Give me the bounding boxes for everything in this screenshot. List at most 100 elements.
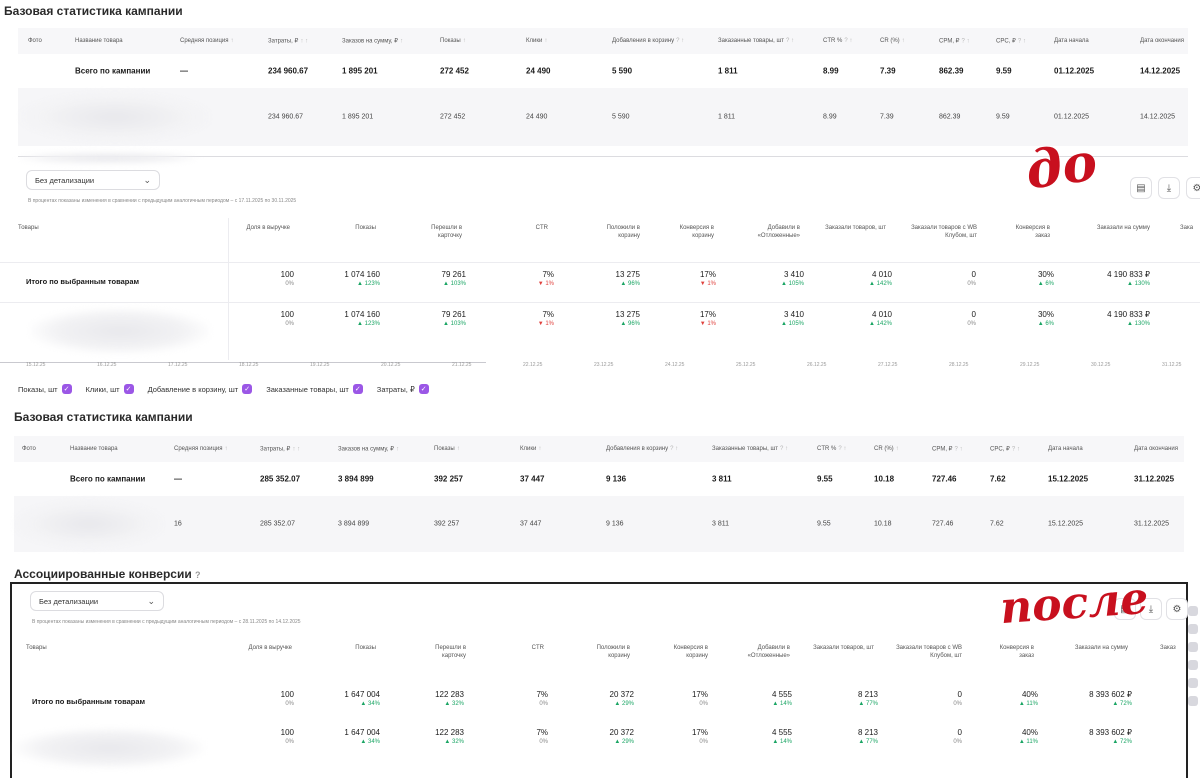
legend-spend[interactable]: Затраты, ₽ ✓ [377,384,429,394]
total-start-date: 01.12.2025 [1054,66,1095,76]
total-cpc: 9.59 [996,66,1012,76]
col-spend[interactable]: Затраты, ₽ ↑ ↑ [268,38,309,45]
col-impressions[interactable]: Показы [355,225,376,231]
col-ctr[interactable]: CTR [535,225,548,231]
legend-ordered-items[interactable]: Заказанные товары, шт ✓ [266,384,363,394]
col-impressions[interactable]: Показы [355,645,376,651]
document-icon: ▤ [1120,603,1130,615]
ordered-items: 4 010 ▲ 142% [869,310,892,327]
download-button[interactable]: ⤓ [1158,177,1180,199]
col-wb-club-orders[interactable]: Заказали товаров с WB Клубом, шт [911,225,977,239]
impressions: 1 647 004 ▲ 34% [344,690,380,707]
col-order-conversion[interactable]: Конверсия в заказ [999,645,1034,659]
col-start-date[interactable]: Дата начала [1054,38,1089,44]
col-wishlist[interactable]: Добавили в «Отложенные» [747,645,790,659]
col-ctr[interactable]: CTR [531,645,544,651]
col-orders-sum[interactable]: Заказали на сумму [1074,645,1128,651]
toolbar-icon[interactable] [1188,696,1198,706]
col-clicks[interactable]: Клики ↑ [520,446,542,452]
col-start-date[interactable]: Дата начала [1048,446,1083,452]
checkbox-checked-icon[interactable]: ✓ [352,384,363,394]
col-cart-conversion[interactable]: Конверсия в корзину [679,225,714,239]
col-order-conversion[interactable]: Конверсия в заказ [1015,225,1050,239]
col-orders-sum[interactable]: Заказов на сумму, ₽ ↑ [342,38,403,45]
col-wb-club-orders[interactable]: Заказали товаров с WB Клубом, шт [896,645,962,659]
col-wishlist[interactable]: Добавили в «Отложенные» [757,225,800,239]
col-orders-sum[interactable]: Заказов на сумму, ₽ ↑ [338,446,399,453]
detail-dropdown[interactable]: Без детализации ⌄ [30,591,164,611]
total-cr: 7.39 [880,66,896,76]
cart-conversion: 17% ▼ 1% [699,310,716,327]
col-end-date[interactable]: Дата окончания [1140,38,1185,44]
col-cart-conversion[interactable]: Конверсия в корзину [673,645,708,659]
col-cr[interactable]: CR (%) ↑ [880,38,905,44]
col-cpc[interactable]: CPC, ₽? ↑ [996,38,1026,45]
col-name[interactable]: Название товара [70,446,118,452]
wishlist: 4 555 ▲ 14% [771,728,792,745]
col-add-to-cart[interactable]: Добавления в корзину? ↑ [606,446,679,452]
col-card-visits[interactable]: Перешли в карточку [435,645,466,659]
col-revenue-share[interactable]: Доля в выручке [246,225,290,231]
col-products[interactable]: Товары [26,645,47,651]
settings-button[interactable]: ⚙ [1186,177,1200,199]
col-added-to-cart[interactable]: Положили в корзину [596,645,630,659]
checkbox-checked-icon[interactable]: ✓ [61,384,72,394]
col-added-to-cart[interactable]: Положили в корзину [606,225,640,239]
toolbar-icon[interactable] [1188,660,1198,670]
checkbox-checked-icon[interactable]: ✓ [242,384,253,394]
col-ctr[interactable]: CTR %? ↑ [823,38,853,44]
stats-item-row[interactable]: 16 285 352.07 3 894 899 392 257 37 447 9… [14,496,1184,552]
legend-clicks[interactable]: Клики, шт ✓ [86,384,134,394]
toolbar-icon[interactable] [1188,624,1198,634]
total-orders-sum: 1 895 201 [342,66,378,76]
col-impressions[interactable]: Показы ↑ [440,38,466,44]
export-file-button[interactable]: ▤ [1130,177,1152,199]
col-ordered-items[interactable]: Заказали товаров, шт [813,645,874,651]
col-ordered-items[interactable]: Заказанные товары, шт? ↑ [718,38,795,44]
col-end-date[interactable]: Дата окончания [1134,446,1179,452]
chart-legend: Показы, шт ✓ Клики, шт ✓ Добавление в корз… [18,384,429,394]
download-button[interactable]: ⤓ [1140,598,1162,620]
col-cpm[interactable]: CPM, ₽? ↑ [939,38,970,45]
col-avg-position[interactable]: Средняя позиция ↑ [174,446,228,452]
toolbar-icon[interactable] [1188,642,1198,652]
col-cr[interactable]: CR (%) ↑ [874,446,899,452]
toolbar-icon[interactable] [1188,678,1198,688]
col-cpc[interactable]: CPC, ₽? ↑ [990,446,1020,453]
col-name[interactable]: Название товара [75,38,123,44]
col-card-visits[interactable]: Перешли в карточку [431,225,462,239]
col-revenue-share[interactable]: Доля в выручке [248,645,292,651]
top-conv-item-row[interactable]: 100 0% 1 074 160 ▲ 123% 79 261 ▲ 103% 7% ▼ 1… [0,306,1200,354]
orders-sum: 8 393 602 ₽ ▲ 72% [1089,690,1132,707]
settings-button[interactable]: ⚙ [1166,598,1188,620]
col-orders-sum[interactable]: Заказали на сумму [1096,225,1150,231]
legend-add-to-cart[interactable]: Добавление в корзину, шт ✓ [148,384,253,394]
col-orders-cut[interactable]: Зака [1180,225,1194,231]
col-add-to-cart[interactable]: Добавления в корзину? ↑ [612,38,685,44]
gear-icon: ⚙ [1172,603,1182,615]
checkbox-checked-icon[interactable]: ✓ [418,384,429,394]
checkbox-checked-icon[interactable]: ✓ [123,384,134,394]
date-tick: 25.12.25 [736,362,756,368]
bottom-assoc-title: Ассоциированные конверсии ? [14,567,201,581]
col-orders-cut[interactable]: Заказ [1160,645,1176,651]
help-icon[interactable]: ? [195,570,201,580]
col-products[interactable]: Товары [18,225,39,231]
bottom-conv-item-row[interactable]: 100 0% 1 647 004 ▲ 34% 122 283 ▲ 32% 7% 0% 2… [0,726,1200,768]
col-impressions[interactable]: Показы ↑ [434,446,460,452]
detail-dropdown[interactable]: Без детализации ⌄ [26,170,160,190]
col-avg-position[interactable]: Средняя позиция ↑ [180,38,234,44]
toolbar-icon[interactable] [1188,606,1198,616]
blurred-product-photo [14,500,164,548]
export-file-button[interactable]: ▤ [1114,598,1136,620]
col-ordered-items[interactable]: Заказанные товары, шт? ↑ [712,446,789,452]
total-impressions: 272 452 [440,66,469,76]
col-ctr[interactable]: CTR %? ↑ [817,446,847,452]
impressions: 1 074 160 ▲ 123% [344,310,380,327]
col-ordered-items[interactable]: Заказали товаров, шт [825,225,886,231]
col-clicks[interactable]: Клики ↑ [526,38,548,44]
legend-impressions[interactable]: Показы, шт ✓ [18,384,72,394]
col-cpm[interactable]: CPM, ₽? ↑ [932,446,963,453]
col-spend[interactable]: Затраты, ₽ ↑ ↑ [260,446,301,453]
stats-item-row[interactable]: 234 960.67 1 895 201 272 452 24 490 5 59… [18,88,1188,146]
